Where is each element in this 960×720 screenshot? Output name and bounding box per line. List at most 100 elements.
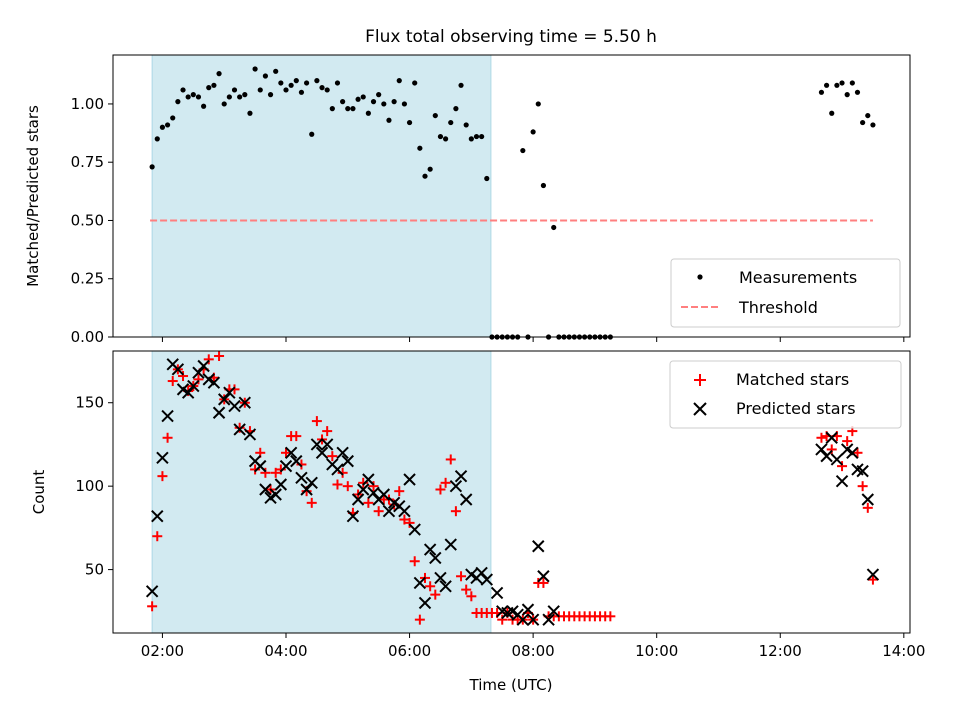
ratio-legend-box (670, 258, 901, 328)
matched-star-point (456, 571, 467, 582)
predicted-star-point (228, 399, 241, 413)
matched-star-point (837, 461, 848, 472)
ratio-x-ticks (161, 337, 905, 342)
predicted-star-point (537, 570, 550, 583)
measurement-point (406, 119, 413, 126)
matched-star-point (497, 614, 508, 625)
matched-star-point (147, 601, 158, 612)
predicted-star-point (305, 476, 318, 490)
predicted-star-point (516, 613, 530, 626)
predicted-star-point (274, 478, 288, 491)
predicted-star-point (815, 443, 828, 456)
measurement-point (231, 87, 238, 93)
matched-star-point (445, 454, 456, 465)
ratio-shaded-span (151, 54, 492, 338)
matched-star-point (399, 514, 410, 525)
count-y-tick-label: 100 (75, 477, 104, 495)
count-x-tick-label: 06:00 (388, 642, 431, 660)
count-y-axis-label: Count (30, 470, 48, 515)
count-x-tick-label: 04:00 (264, 642, 307, 660)
measurement-point (551, 224, 557, 231)
count-x-ticks: 02:00 04:00 06:00 08:00 10:00 12:00 14:00 (141, 633, 925, 660)
count-x-tick-label: 10:00 (635, 642, 678, 660)
matched-legend-label: Matched stars (736, 370, 849, 389)
predicted-star-point (429, 551, 442, 565)
predicted-star-point (320, 438, 334, 451)
matched-star-point (322, 426, 333, 437)
count-y-tick-label: 50 (85, 561, 104, 579)
predicted-star-point (279, 459, 293, 473)
matched-star-point (291, 431, 302, 442)
measurement-point (432, 112, 438, 119)
predicted-star-point (398, 504, 411, 518)
predicted-star-point (161, 409, 174, 423)
predicted-star-point (187, 379, 200, 393)
measurement-point (427, 166, 433, 172)
measurement-point (206, 85, 212, 91)
measurement-point (860, 119, 866, 126)
matched-star-point (157, 471, 168, 482)
predicted-star-point (423, 543, 437, 556)
measurement-point (319, 85, 325, 91)
matched-star-point (332, 479, 343, 490)
measurement-point (535, 101, 541, 107)
measurement-point (252, 66, 258, 72)
matched-star-point (373, 506, 384, 517)
measurement-point (267, 92, 274, 98)
measurement-point (401, 101, 408, 107)
measurement-point (180, 87, 186, 93)
predicted-star-point (331, 463, 344, 476)
predicted-star-point (418, 596, 432, 610)
measurement-point (309, 131, 315, 137)
matched-star-point (368, 481, 379, 492)
measurement-point (865, 112, 871, 119)
matched-star-point (430, 589, 441, 600)
matched-star-point (178, 371, 189, 382)
predicted-star-point (403, 473, 416, 486)
predicted-star-point (382, 504, 396, 518)
measurement-point (170, 115, 176, 121)
matched-star-point (229, 384, 240, 395)
ratio-y-tick-label: 0.25 (71, 270, 104, 288)
predicted-star-point (439, 580, 452, 593)
count-panel: 50 100 150 02:00 04:00 06:00 08:00 10:00 12:00 1… (30, 350, 925, 694)
predicted-star-point (269, 488, 282, 501)
count-y-tick-label: 150 (75, 394, 104, 412)
measurement-point (834, 82, 840, 88)
predicted-star-point (475, 566, 488, 580)
ratio-panel: 0.00 0.25 0.50 0.75 1.00 Matched/Predicted s… (24, 54, 911, 346)
matched-star-point (404, 517, 415, 528)
measurement-point (303, 80, 310, 86)
predicted-star-point (866, 568, 880, 581)
predicted-star-point (243, 428, 257, 441)
matched-star-point (214, 351, 225, 362)
predicted-star-point (861, 493, 874, 506)
matched-star-point (816, 432, 827, 443)
measurement-point (453, 106, 459, 112)
ratio-y-ticks: 0.00 0.25 0.50 0.75 1.00 (71, 95, 113, 346)
predicted-star-point (181, 386, 195, 399)
measurement-point (818, 89, 825, 95)
measurement-point (216, 71, 222, 77)
measurement-point (329, 106, 335, 112)
measurement-point (870, 122, 876, 128)
ratio-y-axis-label: Matched/Predicted stars (24, 105, 42, 287)
predicted-star-point (192, 366, 205, 379)
predicted-star-point (315, 446, 329, 459)
predicted-star-point (295, 471, 308, 485)
measurement-point (283, 87, 289, 93)
matched-star-point (461, 584, 472, 595)
measurement-point (448, 119, 454, 126)
measurement-point (854, 89, 861, 95)
measurement-point (221, 101, 227, 107)
matched-star-point (342, 481, 353, 492)
matched-star-point (605, 611, 616, 622)
measurement-point (520, 147, 526, 154)
predicted-points (145, 358, 880, 626)
predicted-star-point (459, 493, 473, 506)
measurement-point (190, 92, 196, 98)
measurement-point (298, 89, 305, 95)
matched-star-point (435, 484, 446, 495)
matched-star-point (857, 481, 868, 492)
